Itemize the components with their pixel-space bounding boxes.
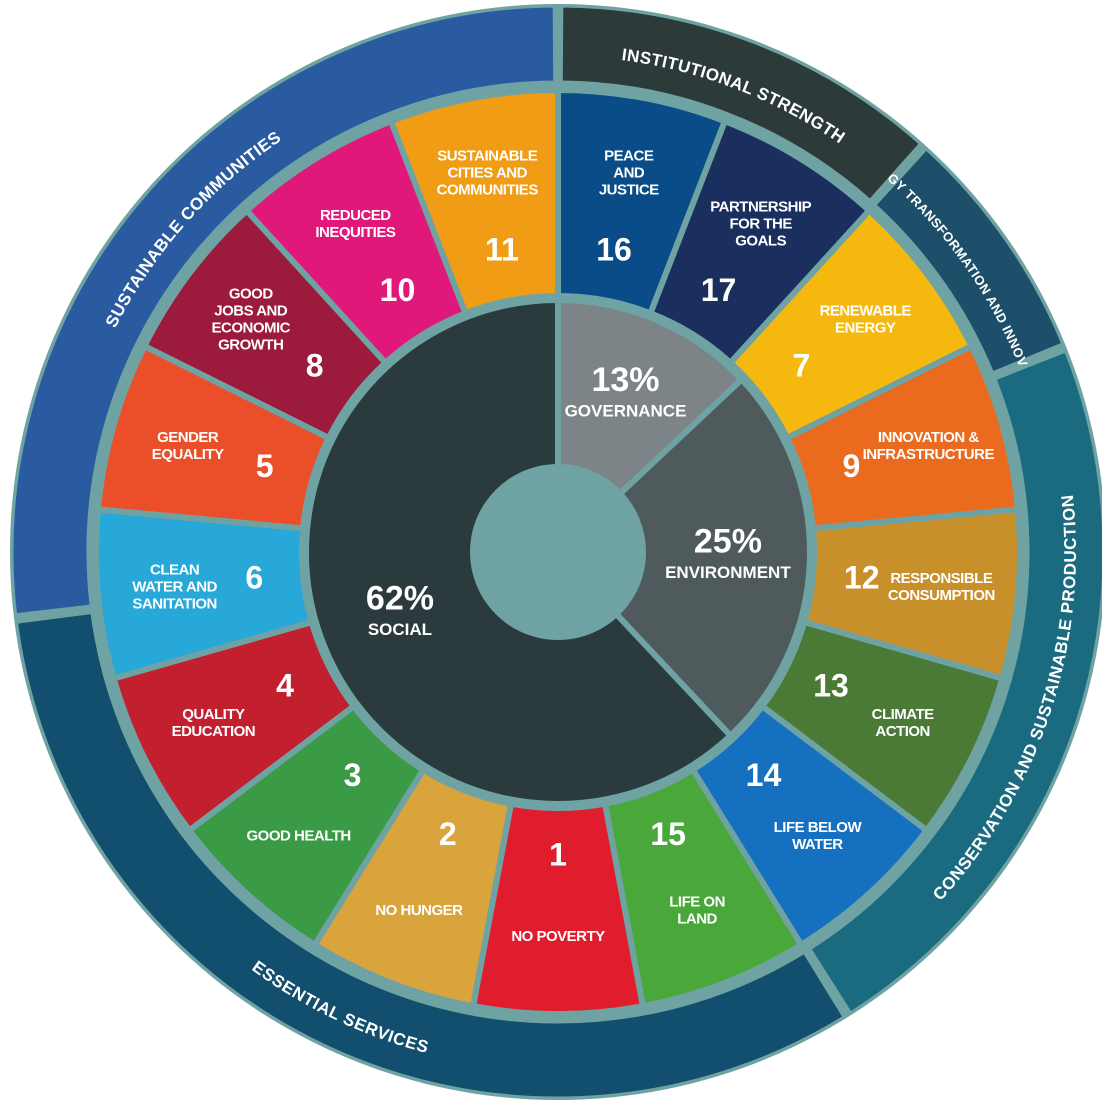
goal-label: CITIES AND <box>448 165 528 182</box>
goal-label: LAND <box>677 910 717 927</box>
goal-number: 9 <box>842 448 860 484</box>
goal-label: INEQUITIES <box>315 224 396 241</box>
goal-label: INNOVATION & <box>878 429 980 446</box>
goal-label: GOALS <box>735 233 786 250</box>
goal-label: WATER <box>792 836 843 853</box>
goal-label: GOOD HEALTH <box>247 827 351 844</box>
goal-label: LIFE BELOW <box>774 819 863 836</box>
theme-segment <box>14 610 847 1100</box>
goal-number: 16 <box>596 232 632 268</box>
goal-number: 14 <box>746 757 782 793</box>
goal-number: 1 <box>549 836 567 872</box>
goal-label: SANITATION <box>132 595 216 612</box>
goal-label: RESPONSIBLE <box>890 570 993 587</box>
goal-label: ACTION <box>875 723 930 740</box>
goal-label: NO POVERTY <box>511 928 605 945</box>
theme-segment <box>559 4 923 203</box>
goal-label: CLIMATE <box>872 706 935 723</box>
goal-label: JUSTICE <box>599 182 659 199</box>
goal-label: CLEAN <box>150 561 199 578</box>
goal-label: ECONOMIC <box>212 319 291 336</box>
goal-label: GENDER <box>157 429 219 446</box>
goal-label: INFRASTRUCTURE <box>863 446 995 463</box>
goal-label: RENEWABLE <box>820 302 912 319</box>
pie-value-label: 13% <box>591 361 659 399</box>
goal-number: 15 <box>650 816 686 852</box>
goal-label: GROWTH <box>218 336 283 353</box>
goal-number: 10 <box>380 272 416 308</box>
theme-segment <box>807 349 1102 1016</box>
goal-label: FOR THE <box>730 216 793 233</box>
goal-label: CONSUMPTION <box>888 587 995 604</box>
pie-category-label: GOVERNANCE <box>565 401 687 420</box>
theme-segment <box>10 4 557 617</box>
goal-number: 3 <box>344 757 362 793</box>
pie-value-label: 62% <box>366 580 434 618</box>
goal-label: SUSTAINABLE <box>437 148 538 165</box>
pie-value-label: 25% <box>694 522 762 560</box>
goal-label: COMMUNITIES <box>437 182 539 199</box>
goal-label: ENERGY <box>835 319 896 336</box>
goal-label: REDUCED <box>320 207 391 224</box>
goal-number: 13 <box>813 667 849 703</box>
goal-number: 17 <box>701 272 737 308</box>
goal-number: 8 <box>306 348 324 384</box>
goal-label: LIFE ON <box>669 893 725 910</box>
goal-label: GOOD <box>229 285 274 302</box>
pie-category-label: ENVIRONMENT <box>665 563 791 582</box>
goal-number: 11 <box>485 232 519 268</box>
pie-category-label: SOCIAL <box>368 620 432 639</box>
goal-number: 7 <box>792 348 810 384</box>
goal-label: JOBS AND <box>214 302 288 319</box>
goal-number: 12 <box>844 560 880 596</box>
goal-label: EDUCATION <box>172 723 256 740</box>
goal-label: PARTNERSHIP <box>710 199 811 216</box>
goal-label: NO HUNGER <box>375 902 463 919</box>
goal-number: 2 <box>439 816 457 852</box>
theme-segment <box>872 146 1065 375</box>
goal-segment <box>387 86 561 318</box>
goal-label: PEACE <box>604 148 654 165</box>
goal-label: WATER AND <box>132 578 217 595</box>
goal-number: 5 <box>256 448 274 484</box>
goal-number: 6 <box>245 560 263 596</box>
goal-label: QUALITY <box>182 706 245 723</box>
goal-number: 4 <box>276 667 294 703</box>
goal-label: AND <box>613 165 645 182</box>
goal-label: EQUALITY <box>152 446 224 463</box>
center-hub <box>473 467 643 637</box>
